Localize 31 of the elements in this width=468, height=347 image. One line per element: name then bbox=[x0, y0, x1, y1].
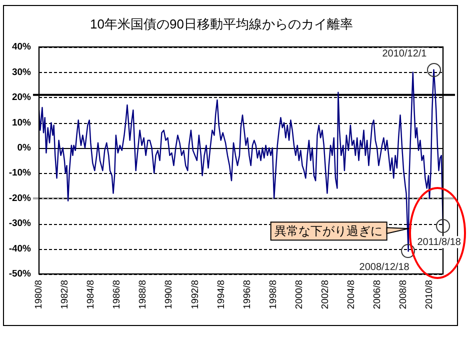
x-tick-label: 2010/8 bbox=[424, 280, 436, 310]
x-tick-label: 1996/8 bbox=[242, 280, 253, 310]
x-tick-label: 1982/8 bbox=[60, 280, 71, 310]
y-tick-label: 40% bbox=[12, 42, 32, 53]
y-tick-label: -40% bbox=[8, 243, 32, 254]
y-tick-label: -30% bbox=[8, 218, 32, 230]
annotation: 2008/12/18 bbox=[359, 262, 410, 274]
x-tick-label: 2008/8 bbox=[398, 280, 410, 310]
x-tick-label: 1994/8 bbox=[216, 280, 227, 310]
y-tick-label: 30% bbox=[12, 66, 32, 78]
x-tick-label: 2006/8 bbox=[372, 280, 383, 310]
y-tick-label: -50% bbox=[8, 268, 32, 280]
y-tick-label: -10% bbox=[8, 168, 32, 179]
x-tick-label: 2000/8 bbox=[294, 280, 305, 310]
y-tick-label: -20% bbox=[8, 192, 32, 204]
annotation: 異常な下がり過ぎに bbox=[274, 224, 382, 238]
x-tick-label: 1992/8 bbox=[190, 280, 201, 310]
annotation: 2010/12/1 bbox=[382, 48, 428, 60]
y-tick-label: 0% bbox=[17, 142, 32, 154]
annotation: 2011/8/18 bbox=[417, 236, 462, 248]
x-tick-label: 1998/8 bbox=[268, 280, 279, 310]
chart-title: 10年米国債の90日移動平均線からのカイ離率 bbox=[90, 16, 353, 32]
x-tick-label: 1986/8 bbox=[112, 280, 123, 310]
y-tick-label: 10% bbox=[12, 117, 32, 128]
x-tick-label: 1988/8 bbox=[138, 280, 149, 310]
x-tick-label: 1984/8 bbox=[86, 280, 97, 310]
x-tick-label: 1980/8 bbox=[34, 280, 45, 310]
y-tick-label: 20% bbox=[12, 92, 32, 104]
x-tick-label: 2004/8 bbox=[346, 280, 357, 310]
x-tick-label: 1990/8 bbox=[164, 280, 175, 310]
x-tick-label: 2002/8 bbox=[320, 280, 331, 310]
